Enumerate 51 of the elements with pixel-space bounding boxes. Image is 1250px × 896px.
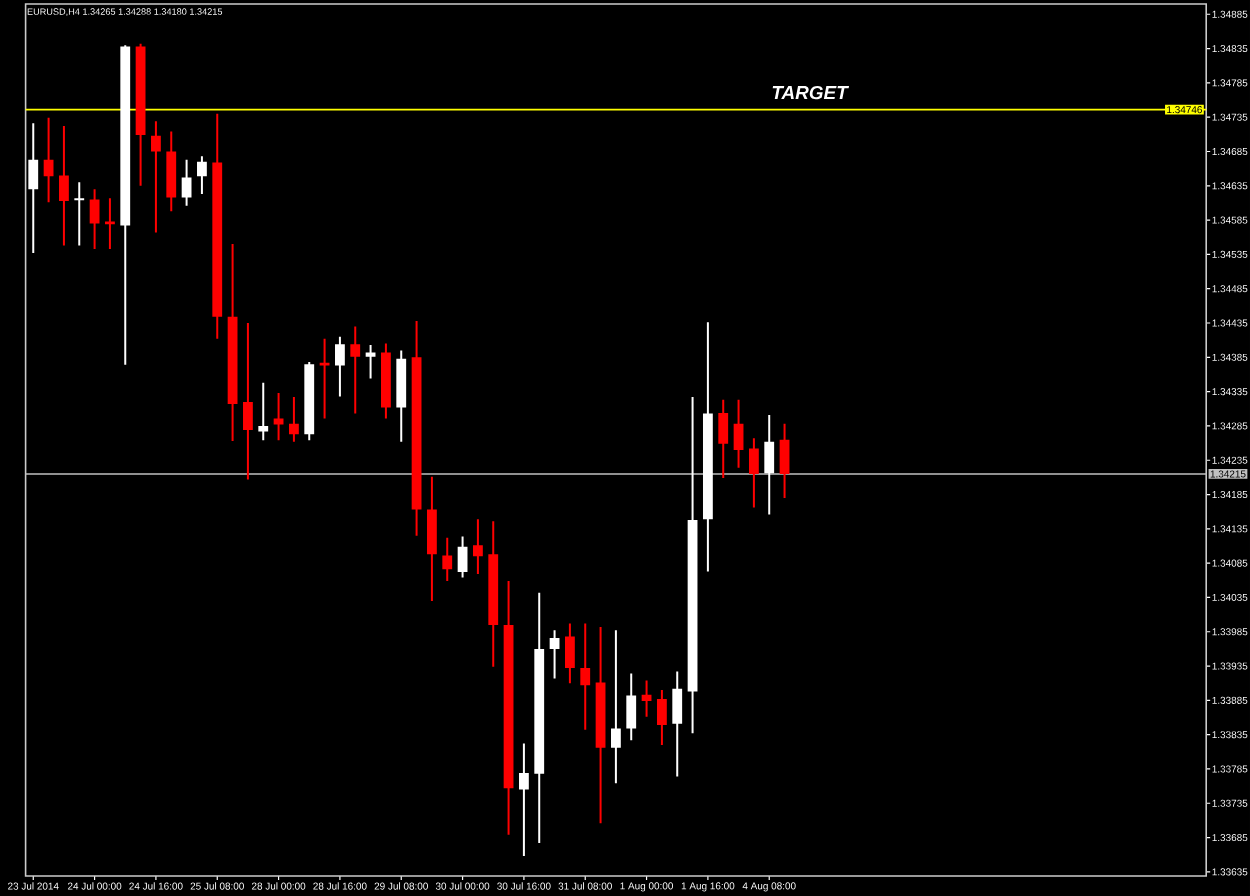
candlestick [350,326,361,414]
candlestick [519,743,529,857]
candlestick [687,397,698,734]
candlestick [534,592,545,844]
candlestick [74,182,85,246]
ref-line-label: TARGET [772,85,850,100]
candlestick [212,113,223,339]
candlestick [105,198,115,249]
candlestick [779,423,790,498]
candlestick [748,438,759,508]
candlestick [227,244,238,442]
candlestick [565,623,575,684]
candlestick [59,126,69,246]
candlestick [427,476,437,601]
candlestick [89,189,100,249]
candlestick [365,344,376,379]
candlestick [718,399,729,479]
candlestick [243,323,253,480]
candlestick [672,671,683,777]
candlestick [319,338,330,419]
candlestick [657,690,667,745]
candlestick [304,362,315,441]
candlestick [442,537,453,582]
candlestick [258,382,269,441]
candlestick [197,156,207,195]
candlestick [181,159,192,206]
candlestick [457,536,468,578]
candlestick [43,117,54,203]
candlestick [166,131,177,212]
candlestick [28,123,39,254]
candlestick [411,320,422,536]
candlestick [289,397,299,442]
candlestick [473,519,483,575]
candlestick [549,630,560,679]
candlestick [120,45,131,365]
candlestick [595,626,606,824]
candlestick [626,673,637,741]
candlestick [135,43,146,186]
candlestick [764,414,775,515]
candlestick [580,623,591,730]
candlestick [488,521,499,667]
candlestick [396,350,407,442]
candlestick [733,399,744,468]
candlestick [273,393,284,441]
candlestick [641,680,652,717]
candlestick [151,121,161,233]
candlestick [335,336,345,397]
candlestick [610,630,621,784]
candlestick [503,581,514,835]
candlestick [702,322,713,572]
candlestick [381,343,391,419]
